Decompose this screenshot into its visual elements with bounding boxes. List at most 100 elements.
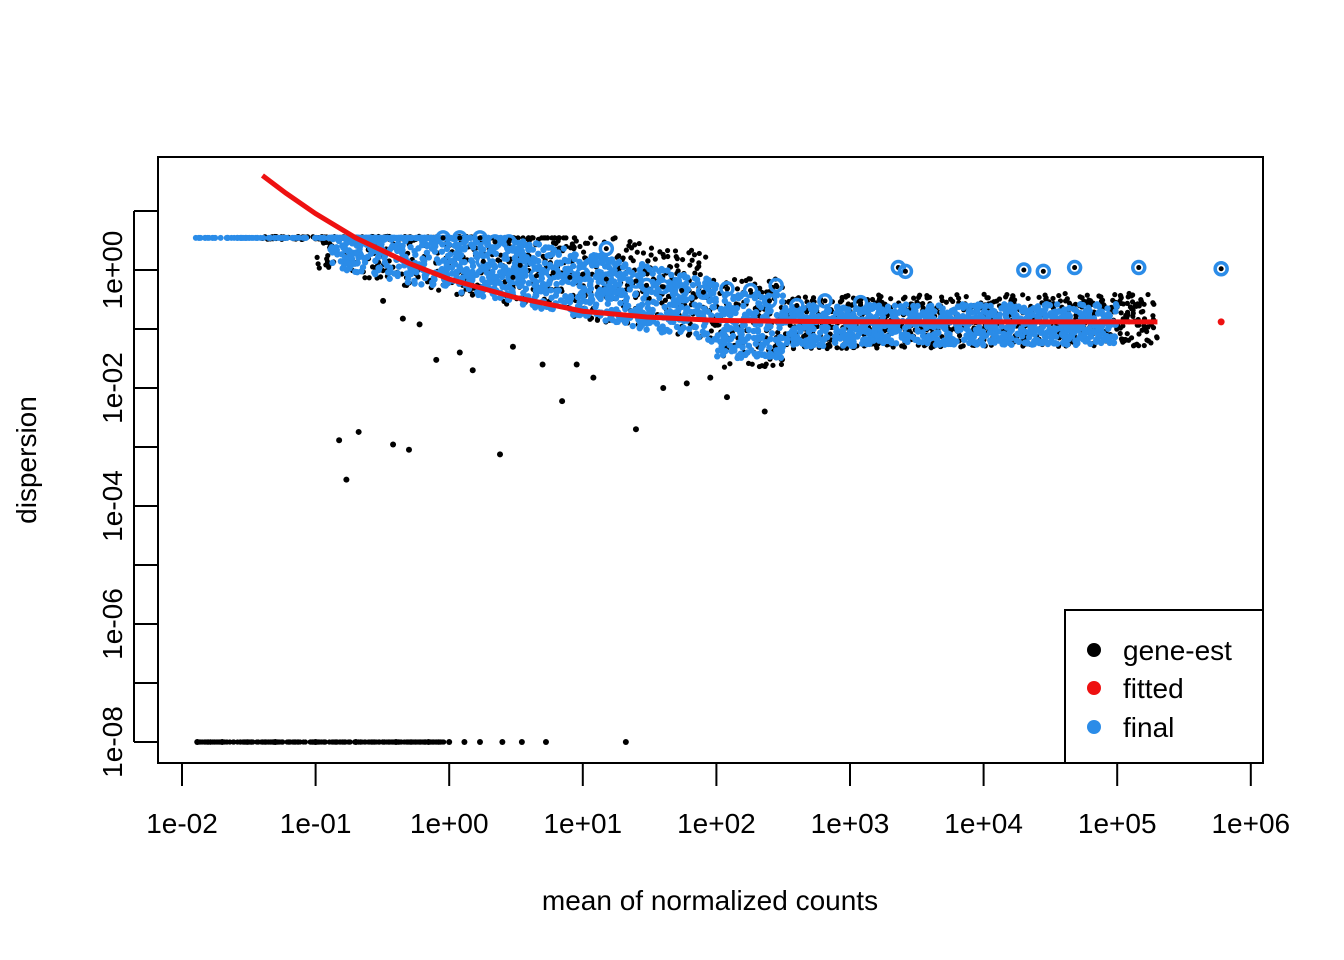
final-point (832, 310, 840, 317)
final-point (778, 298, 786, 306)
final-point (596, 294, 603, 301)
outlier-point (789, 297, 805, 314)
final-point (545, 244, 552, 251)
final-point (377, 234, 384, 241)
final-point (782, 311, 789, 319)
x-tick-label: 1e+02 (677, 808, 756, 839)
final-point (751, 350, 759, 358)
final-point (703, 275, 710, 282)
final-point (721, 297, 729, 305)
outlier-center (1218, 266, 1224, 272)
outlier-ring (1035, 263, 1052, 280)
gene-est-point (1084, 292, 1090, 298)
final-point (580, 285, 588, 292)
final-point (585, 287, 593, 295)
final-point (664, 267, 671, 274)
outlier-center (660, 284, 666, 290)
gene-est-point (687, 262, 693, 268)
final-point (399, 246, 406, 254)
outlier-point (472, 230, 488, 246)
final-point (717, 305, 725, 313)
final-point (536, 286, 544, 294)
outlier-point (761, 293, 778, 309)
outlier-center (902, 268, 908, 274)
final-point (683, 307, 690, 314)
gene-est-point (1150, 313, 1156, 319)
gene-est-point (254, 739, 260, 745)
gene-est-point (1110, 297, 1116, 303)
gene-est-point (230, 739, 236, 745)
gene-est-point (707, 374, 714, 381)
outlier-center (517, 262, 523, 268)
final-point (631, 291, 639, 299)
final-point (468, 241, 475, 248)
outlier-ring (852, 294, 869, 311)
final-point (332, 234, 339, 241)
gene-est-point (627, 238, 633, 245)
final-point (729, 346, 736, 354)
gene-est-point (688, 247, 695, 253)
final-point (688, 308, 695, 316)
final-point (333, 246, 340, 254)
final-point (195, 234, 202, 241)
y-axis-title: dispersion (11, 396, 42, 524)
gene-est-point (577, 243, 583, 250)
gene-est-point (1056, 292, 1062, 299)
final-point (384, 269, 392, 276)
outlier-point (598, 240, 615, 257)
final-point (446, 251, 454, 258)
outlier-ring (1131, 259, 1147, 276)
final-point (461, 258, 468, 266)
final-point (1079, 301, 1087, 309)
final-point (415, 245, 422, 252)
final-point (649, 306, 656, 314)
final-point (910, 307, 918, 314)
outlier-ring (638, 277, 655, 294)
gene-est-point (317, 739, 323, 745)
final-point (1053, 340, 1061, 347)
final-point (555, 251, 562, 258)
final-point (217, 234, 224, 241)
final-point (976, 323, 983, 331)
final-point (545, 280, 553, 287)
gene-est-point (1136, 303, 1142, 309)
outlier-center (679, 287, 685, 293)
outlier-point (501, 234, 517, 250)
final-point (463, 268, 471, 276)
final-point (1035, 314, 1042, 321)
final-point (485, 278, 492, 286)
outlier-point (1131, 259, 1147, 276)
outlier-point (673, 282, 690, 299)
final-point (733, 325, 740, 333)
gene-est-point (1124, 314, 1130, 320)
final-point (915, 338, 922, 346)
final-point (541, 259, 549, 267)
gene-est-point (703, 254, 709, 260)
gene-est-point (495, 257, 501, 263)
final-point (363, 234, 370, 241)
gene-est-point (260, 739, 266, 745)
outlier-center (644, 282, 650, 288)
final-point (443, 245, 451, 253)
gene-est-point (343, 476, 350, 483)
final-point (248, 234, 255, 241)
gene-est-point (342, 739, 348, 745)
outlier-ring (817, 293, 833, 309)
outlier-ring (435, 230, 451, 246)
legend-marker-gene-est (1087, 643, 1101, 657)
gene-est-point (1150, 325, 1157, 331)
gene-est-point (630, 258, 636, 264)
final-point (1022, 307, 1030, 314)
final-point (663, 309, 671, 316)
gene-est-point (1050, 295, 1056, 302)
final-point (1065, 311, 1072, 318)
final-point (640, 295, 647, 302)
gene-est-point (954, 292, 960, 298)
final-point (340, 244, 347, 251)
final-point (1106, 335, 1113, 343)
outlier-ring (742, 282, 759, 299)
final-point (382, 234, 389, 242)
final-point (719, 351, 727, 359)
final-point (680, 324, 687, 331)
final-point (418, 281, 425, 288)
